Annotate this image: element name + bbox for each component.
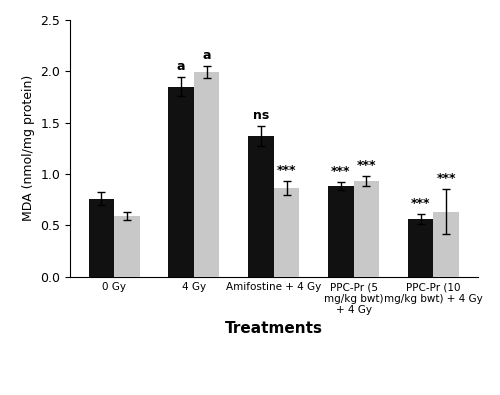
Text: a: a (177, 60, 186, 73)
Bar (434, 212, 459, 276)
Bar (168, 87, 194, 276)
Bar (114, 216, 140, 276)
Bar (354, 181, 379, 276)
Text: ***: *** (277, 164, 296, 177)
Bar (408, 219, 434, 276)
Text: ns: ns (253, 109, 269, 122)
Text: ***: *** (331, 165, 350, 178)
Text: ***: *** (356, 159, 376, 172)
Bar (88, 199, 114, 276)
Text: ***: *** (411, 197, 430, 210)
Text: ***: *** (436, 172, 456, 185)
Y-axis label: MDA (nmol/mg protein): MDA (nmol/mg protein) (22, 75, 35, 221)
Bar (248, 136, 274, 276)
X-axis label: Treatments: Treatments (225, 321, 323, 336)
Bar (194, 72, 220, 276)
Bar (328, 186, 353, 276)
Text: a: a (202, 49, 211, 62)
Bar (274, 188, 299, 276)
